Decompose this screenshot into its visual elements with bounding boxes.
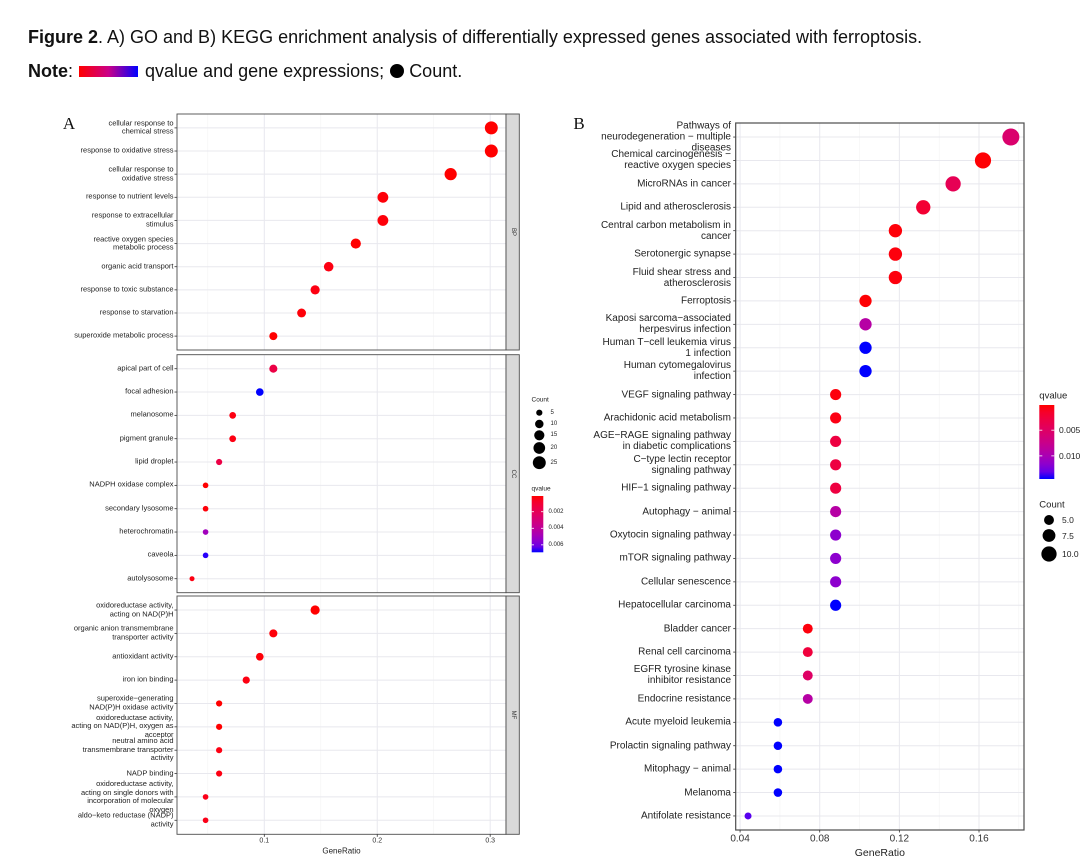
kegg-term-point <box>773 741 783 751</box>
figure-note: Note: qvalue and gene expressions; Count… <box>28 60 462 82</box>
count-legend-circle <box>536 409 543 416</box>
go-term-point <box>255 652 264 661</box>
kegg-term-point <box>773 788 783 797</box>
go-term-point <box>242 676 250 684</box>
panel-background <box>177 114 506 350</box>
qvalue-gradient-swatch <box>79 65 139 77</box>
panel-background <box>177 354 506 593</box>
kegg-term-point <box>830 435 842 447</box>
go-term-point <box>216 723 223 730</box>
go-term-point <box>202 552 209 559</box>
go-term-point <box>202 505 209 512</box>
note-color-text: qvalue and gene expressions; <box>145 61 385 81</box>
count-legend-circle <box>1042 529 1056 542</box>
kegg-term-point <box>830 388 842 401</box>
go-facet-MF <box>174 595 520 837</box>
go-term-point <box>216 770 223 777</box>
kegg-term-point <box>1002 128 1020 146</box>
kegg-term-point <box>859 294 872 308</box>
count-legend-circle <box>533 442 546 454</box>
kegg-legend <box>1039 405 1057 562</box>
panel-background <box>735 123 1024 830</box>
kegg-term-point <box>830 529 842 541</box>
facet-strip <box>505 113 520 351</box>
go-term-point <box>255 388 264 396</box>
kegg-term-point <box>802 670 813 681</box>
go-legend <box>531 409 546 553</box>
kegg-term-point <box>945 176 961 192</box>
figure-label: Figure 2 <box>28 27 99 47</box>
qvalue-colorbar <box>1039 405 1055 479</box>
go-term-point <box>310 605 320 615</box>
go-facet-CC <box>174 354 520 594</box>
kegg-term-point <box>888 270 903 285</box>
figure-title: . A) GO and B) KEGG enrichment analysis … <box>98 27 923 47</box>
go-facet-BP <box>174 113 520 351</box>
go-term-point <box>269 332 278 341</box>
go-term-point <box>229 411 237 419</box>
kegg-term-point <box>802 693 813 704</box>
go-term-point <box>229 435 237 443</box>
go-term-point <box>216 747 223 754</box>
go-term-point <box>202 794 209 800</box>
kegg-term-point <box>859 318 872 331</box>
kegg-term-point <box>773 718 783 727</box>
go-term-point <box>202 817 209 824</box>
panel-background <box>177 596 506 835</box>
kegg-term-point <box>830 552 842 565</box>
count-legend-circle <box>532 456 546 470</box>
kegg-term-point <box>974 152 992 169</box>
kegg-term-point <box>888 224 903 238</box>
kegg-term-point <box>802 647 813 658</box>
go-term-point <box>216 458 223 466</box>
go-term-point <box>444 168 457 181</box>
count-legend-circle <box>534 430 545 441</box>
count-legend-circle <box>535 419 544 429</box>
facet-strip <box>505 595 520 835</box>
kegg-term-point <box>830 412 842 424</box>
facet-strip <box>505 354 520 594</box>
go-term-point <box>350 238 361 249</box>
note-label: Note <box>28 61 68 81</box>
kegg-facet-main <box>733 122 1025 833</box>
panel-border <box>735 122 1025 831</box>
count-legend-circle <box>1044 515 1054 525</box>
figure-caption: Figure 2. A) GO and B) KEGG enrichment a… <box>28 26 922 48</box>
go-term-point <box>189 576 195 582</box>
go-term-point <box>269 364 278 373</box>
kegg-term-point <box>888 247 903 261</box>
go-term-point <box>484 144 498 158</box>
kegg-term-point <box>830 506 842 518</box>
kegg-term-point <box>916 200 931 215</box>
kegg-term-point <box>773 764 783 774</box>
note-colon: : <box>68 61 74 81</box>
kegg-term-point <box>830 599 842 611</box>
go-term-point <box>202 529 209 535</box>
go-term-point <box>377 215 389 226</box>
kegg-term-point <box>744 812 752 820</box>
go-term-point <box>269 629 278 638</box>
kegg-term-point <box>802 623 813 634</box>
go-term-point <box>377 191 389 203</box>
note-count-text: Count. <box>409 61 463 81</box>
count-circle-icon <box>390 64 405 78</box>
kegg-term-point <box>859 365 872 378</box>
kegg-term-point <box>830 576 842 588</box>
qvalue-colorbar <box>531 496 544 553</box>
kegg-term-point <box>859 341 872 354</box>
kegg-term-point <box>830 482 842 494</box>
go-term-point <box>323 261 334 272</box>
count-legend-circle <box>1041 546 1057 562</box>
go-term-point <box>202 482 209 489</box>
go-term-point <box>484 121 498 135</box>
kegg-term-point <box>830 459 842 471</box>
go-term-point <box>310 285 320 295</box>
go-term-point <box>297 308 307 318</box>
go-term-point <box>216 700 223 707</box>
